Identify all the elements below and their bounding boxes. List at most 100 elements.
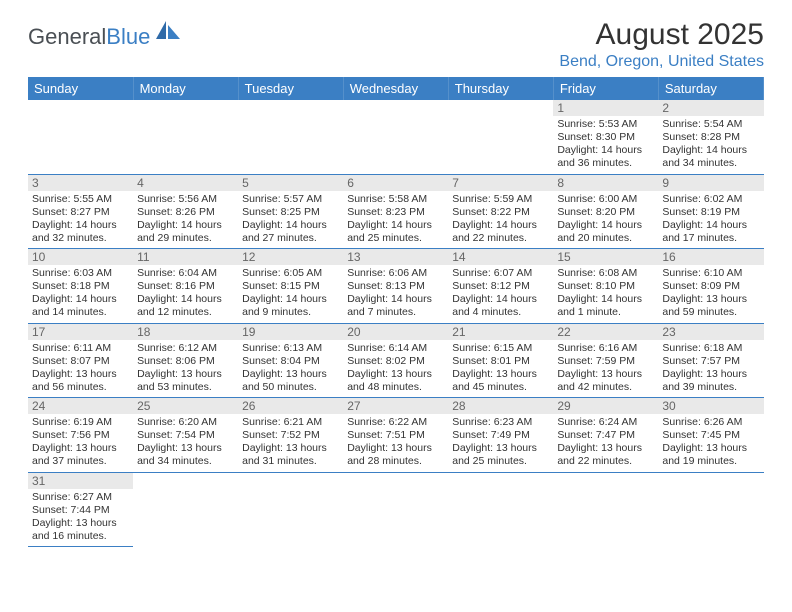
sunset-label: Sunset: bbox=[662, 131, 701, 143]
daylight-label: Daylight: bbox=[32, 219, 76, 231]
day-number: 28 bbox=[448, 398, 553, 414]
sunrise-value: 6:12 AM bbox=[179, 342, 218, 354]
sunset-value: 8:06 PM bbox=[176, 355, 215, 367]
sunset-value: 8:04 PM bbox=[281, 355, 320, 367]
sunset-label: Sunset: bbox=[452, 206, 491, 218]
daylight-label: Daylight: bbox=[32, 442, 76, 454]
sunset-value: 8:27 PM bbox=[71, 206, 110, 218]
sunset-value: 8:12 PM bbox=[491, 280, 530, 292]
sunset-value: 8:07 PM bbox=[71, 355, 110, 367]
daylight-label: Daylight: bbox=[662, 219, 706, 231]
daylight-label: Daylight: bbox=[347, 219, 391, 231]
sunset-value: 8:19 PM bbox=[701, 206, 740, 218]
daylight-label: Daylight: bbox=[347, 368, 391, 380]
sunrise-value: 5:56 AM bbox=[179, 193, 218, 205]
calendar-cell: 21 Sunrise: 6:15 AMSunset: 8:01 PMDayligh… bbox=[448, 323, 553, 398]
calendar-cell bbox=[133, 472, 238, 547]
sunrise-label: Sunrise: bbox=[32, 416, 73, 428]
day-number: 19 bbox=[238, 324, 343, 340]
sunset-value: 8:16 PM bbox=[176, 280, 215, 292]
day-body: Sunrise: 6:21 AMSunset: 7:52 PMDaylight:… bbox=[238, 414, 343, 472]
day-body: Sunrise: 6:24 AMSunset: 7:47 PMDaylight:… bbox=[553, 414, 658, 472]
sunrise-value: 6:16 AM bbox=[599, 342, 638, 354]
sunset-value: 8:18 PM bbox=[71, 280, 110, 292]
calendar-cell: 4Sunrise: 5:56 AMSunset: 8:26 PMDaylight… bbox=[133, 174, 238, 249]
calendar-cell: 10Sunrise: 6:03 AMSunset: 8:18 PMDayligh… bbox=[28, 249, 133, 324]
weekday-header: Thursday bbox=[448, 77, 553, 100]
sunrise-label: Sunrise: bbox=[137, 342, 178, 354]
sunrise-label: Sunrise: bbox=[137, 193, 178, 205]
sunrise-value: 6:27 AM bbox=[73, 491, 112, 503]
sunset-line: Sunset: 8:01 PM bbox=[452, 355, 549, 368]
sunset-label: Sunset: bbox=[662, 355, 701, 367]
day-number: 3 bbox=[28, 175, 133, 191]
sunrise-value: 6:22 AM bbox=[389, 416, 428, 428]
sunrise-line: Sunrise: 6:02 AM bbox=[662, 193, 759, 206]
sunrise-value: 5:54 AM bbox=[704, 118, 743, 130]
day-body: Sunrise: 6:07 AMSunset: 8:12 PMDaylight:… bbox=[448, 265, 553, 323]
daylight-line: Daylight: 13 hours and 48 minutes. bbox=[347, 368, 444, 394]
sunset-line: Sunset: 8:18 PM bbox=[32, 280, 129, 293]
sunrise-value: 6:20 AM bbox=[179, 416, 218, 428]
sunrise-label: Sunrise: bbox=[242, 416, 283, 428]
day-body: Sunrise: 5:59 AMSunset: 8:22 PMDaylight:… bbox=[448, 191, 553, 249]
sunset-line: Sunset: 8:09 PM bbox=[662, 280, 759, 293]
calendar-cell: 2Sunrise: 5:54 AMSunset: 8:28 PMDaylight… bbox=[658, 100, 763, 174]
calendar-cell: 9Sunrise: 6:02 AMSunset: 8:19 PMDaylight… bbox=[658, 174, 763, 249]
weekday-header: Sunday bbox=[28, 77, 133, 100]
sunrise-label: Sunrise: bbox=[242, 193, 283, 205]
daylight-label: Daylight: bbox=[242, 219, 286, 231]
sunset-label: Sunset: bbox=[452, 429, 491, 441]
sunset-value: 8:09 PM bbox=[701, 280, 740, 292]
sunrise-label: Sunrise: bbox=[662, 342, 703, 354]
daylight-line: Daylight: 13 hours and 56 minutes. bbox=[32, 368, 129, 394]
daylight-label: Daylight: bbox=[452, 368, 496, 380]
sunrise-line: Sunrise: 5:59 AM bbox=[452, 193, 549, 206]
sunrise-label: Sunrise: bbox=[347, 193, 388, 205]
sunset-line: Sunset: 8:07 PM bbox=[32, 355, 129, 368]
sunrise-line: Sunrise: 5:55 AM bbox=[32, 193, 129, 206]
sunrise-line: Sunrise: 6:07 AM bbox=[452, 267, 549, 280]
sunrise-value: 6:26 AM bbox=[704, 416, 743, 428]
sunrise-line: Sunrise: 6:08 AM bbox=[557, 267, 654, 280]
calendar-cell: 17Sunrise: 6:11 AMSunset: 8:07 PMDayligh… bbox=[28, 323, 133, 398]
day-number: 9 bbox=[658, 175, 763, 191]
sunset-line: Sunset: 8:20 PM bbox=[557, 206, 654, 219]
sunrise-label: Sunrise: bbox=[452, 342, 493, 354]
day-body: Sunrise: 6:11 AMSunset: 8:07 PMDaylight:… bbox=[28, 340, 133, 398]
day-body: Sunrise: 5:55 AMSunset: 8:27 PMDaylight:… bbox=[28, 191, 133, 249]
calendar-cell: 8Sunrise: 6:00 AMSunset: 8:20 PMDaylight… bbox=[553, 174, 658, 249]
calendar-cell: 22Sunrise: 6:16 AMSunset: 7:59 PMDayligh… bbox=[553, 323, 658, 398]
calendar-cell bbox=[133, 100, 238, 174]
day-number: 22 bbox=[553, 324, 658, 340]
page-title: August 2025 bbox=[559, 18, 764, 51]
sunset-label: Sunset: bbox=[137, 355, 176, 367]
sunset-value: 7:47 PM bbox=[596, 429, 635, 441]
day-body: Sunrise: 5:54 AMSunset: 8:28 PMDaylight:… bbox=[658, 116, 763, 174]
sunset-value: 7:51 PM bbox=[386, 429, 425, 441]
daylight-line: Daylight: 13 hours and 34 minutes. bbox=[137, 442, 234, 468]
sunset-value: 7:45 PM bbox=[701, 429, 740, 441]
daylight-label: Daylight: bbox=[557, 442, 601, 454]
sunrise-value: 6:08 AM bbox=[599, 267, 638, 279]
day-body: Sunrise: 6:04 AMSunset: 8:16 PMDaylight:… bbox=[133, 265, 238, 323]
calendar-cell bbox=[343, 472, 448, 547]
sunset-value: 7:59 PM bbox=[596, 355, 635, 367]
sunrise-line: Sunrise: 6:05 AM bbox=[242, 267, 339, 280]
day-body: Sunrise: 5:53 AMSunset: 8:30 PMDaylight:… bbox=[553, 116, 658, 174]
daylight-label: Daylight: bbox=[557, 293, 601, 305]
calendar-cell bbox=[658, 472, 763, 547]
sunset-line: Sunset: 7:44 PM bbox=[32, 504, 129, 517]
day-number: 21 bbox=[448, 324, 553, 340]
calendar-cell: 13Sunrise: 6:06 AMSunset: 8:13 PMDayligh… bbox=[343, 249, 448, 324]
daylight-line: Daylight: 14 hours and 14 minutes. bbox=[32, 293, 129, 319]
daylight-line: Daylight: 13 hours and 25 minutes. bbox=[452, 442, 549, 468]
sunrise-line: Sunrise: 6:27 AM bbox=[32, 491, 129, 504]
sunset-label: Sunset: bbox=[662, 429, 701, 441]
sunrise-label: Sunrise: bbox=[347, 416, 388, 428]
sunrise-label: Sunrise: bbox=[137, 267, 178, 279]
sunset-line: Sunset: 8:25 PM bbox=[242, 206, 339, 219]
sunrise-value: 6:05 AM bbox=[284, 267, 323, 279]
sunrise-line: Sunrise: 6:15 AM bbox=[452, 342, 549, 355]
calendar-cell bbox=[343, 100, 448, 174]
